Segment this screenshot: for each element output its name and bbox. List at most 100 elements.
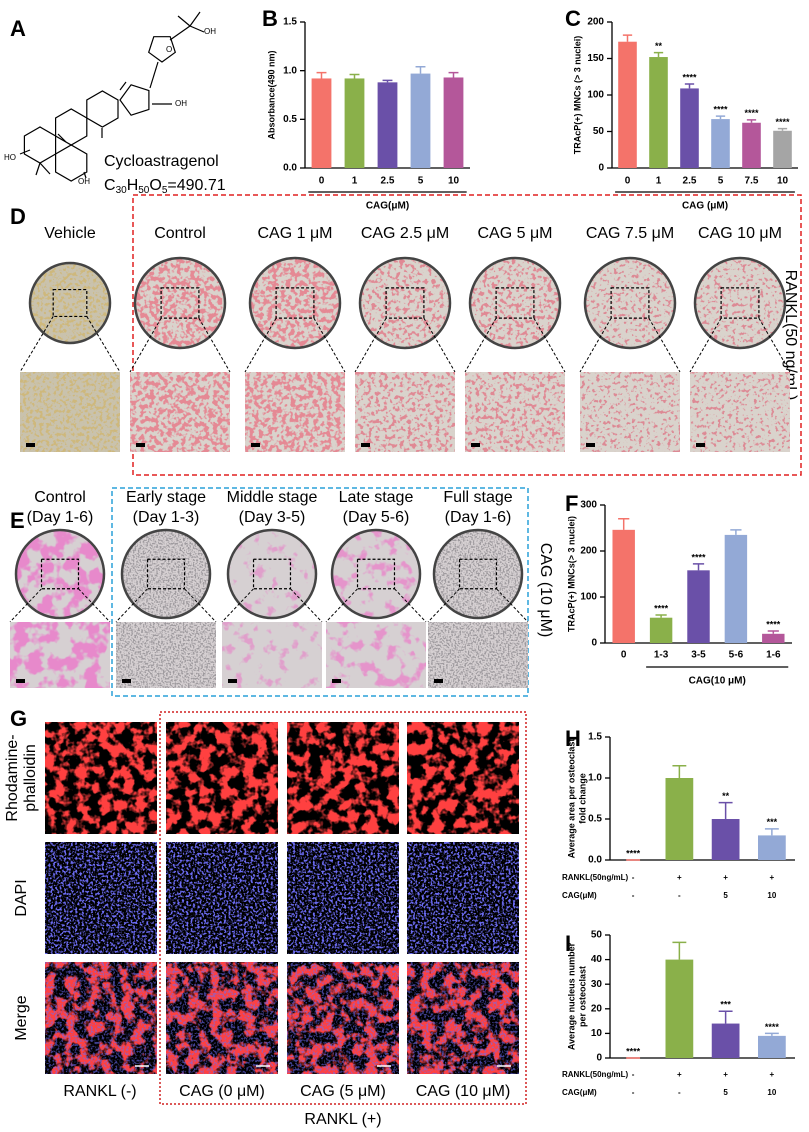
plate-title: Early stage — [126, 489, 206, 506]
plate-title: Control — [154, 225, 206, 242]
zoom-box — [275, 287, 315, 319]
panel-label: A — [10, 16, 26, 41]
scale-bar — [586, 443, 595, 447]
x-tick-label: 2.5 — [683, 176, 697, 187]
plate-rim — [358, 256, 452, 350]
x-tick-label: 5 — [718, 176, 724, 187]
scale-bar — [332, 679, 341, 683]
zoom-line — [464, 317, 497, 373]
bond — [19, 149, 31, 155]
y-axis-label: per osteoclast — [577, 966, 587, 1027]
ring — [86, 90, 119, 128]
bar — [311, 78, 332, 168]
significance: **** — [713, 105, 728, 115]
row-label: RANKL(50ng/mL) — [562, 873, 629, 882]
bar — [711, 819, 740, 860]
row-value: + — [723, 1070, 728, 1079]
bond — [149, 61, 159, 89]
error-bar — [316, 71, 327, 79]
bar — [665, 959, 694, 1058]
plate-texture — [30, 263, 110, 343]
plate-title: (Day 1-6) — [27, 509, 94, 526]
plate-rim — [693, 256, 787, 350]
compound-formula: C30H50O5=490.71 — [104, 177, 226, 195]
bar — [665, 778, 694, 860]
error-bar — [382, 79, 393, 83]
zoom-box — [385, 287, 425, 319]
zoom-line — [313, 317, 346, 373]
x-tick-label: 1 — [352, 176, 358, 187]
plate-rim — [330, 528, 422, 620]
zoom-box — [146, 558, 186, 590]
plate-title: Vehicle — [44, 225, 96, 242]
bar — [762, 633, 785, 643]
row-value: 10 — [767, 1088, 776, 1097]
y-tick-label: 200 — [580, 546, 597, 557]
error-bar — [718, 1010, 733, 1024]
y-axis-label: Absorbance(490 nm) — [266, 50, 276, 139]
ring — [54, 144, 88, 182]
ring — [147, 36, 177, 63]
row-value: + — [723, 873, 728, 882]
bond — [119, 81, 127, 91]
y-tick-label: 100 — [580, 592, 597, 603]
row-label: Rhodamine- — [4, 734, 21, 821]
error-bar — [349, 73, 360, 79]
zoom-box — [610, 287, 650, 319]
significance: **** — [766, 619, 781, 629]
zoom-line — [689, 317, 722, 373]
plate-rim — [432, 528, 524, 620]
structure-label: HO — [4, 153, 16, 162]
row-value: - — [632, 1088, 635, 1097]
red-channel — [407, 722, 519, 834]
plate-texture — [16, 530, 104, 618]
error-bar — [653, 51, 664, 58]
zoom-line — [290, 588, 323, 623]
plate-texture — [135, 258, 225, 348]
significance: **** — [765, 1022, 780, 1032]
bar — [344, 78, 365, 168]
error-bar — [692, 563, 705, 571]
plate-texture — [434, 530, 522, 618]
zoom-box — [356, 558, 396, 590]
frame-d — [132, 194, 802, 476]
micrograph-texture — [428, 622, 528, 688]
error-bar — [655, 614, 667, 618]
zoom-line — [198, 317, 231, 373]
scale-bar — [696, 443, 705, 447]
plate-texture — [470, 258, 560, 348]
y-tick-label: 0 — [596, 1053, 602, 1064]
micrograph-texture — [245, 372, 345, 452]
y-tick-label: 1.0 — [588, 773, 602, 784]
y-tick-label: 300 — [580, 500, 597, 511]
structure-label: O — [166, 45, 172, 54]
blue-channel — [407, 842, 519, 954]
x-axis-label: CAG(μM) — [366, 201, 409, 212]
zoom-line — [184, 588, 217, 623]
blue-channel — [45, 962, 157, 1074]
scale-bar — [251, 443, 260, 447]
compound-name: Cycloastragenol — [104, 153, 219, 170]
significance: ** — [655, 41, 663, 51]
plate-texture — [250, 258, 340, 348]
blue-channel — [287, 962, 399, 1074]
panel-label: C — [565, 6, 581, 31]
plate-title: CAG 5 μM — [477, 225, 552, 242]
error-bar — [764, 828, 779, 836]
y-axis-label: Average area per osteoclast — [566, 739, 576, 859]
frame-g — [159, 711, 527, 1105]
bar — [612, 529, 635, 643]
y-tick-label: 0.0 — [588, 855, 602, 866]
red-channel — [287, 722, 399, 834]
row-label: RANKL(50ng/mL) — [562, 1070, 629, 1079]
micrograph-texture — [326, 622, 426, 688]
plate-texture — [228, 530, 316, 618]
y-tick-label: 50 — [591, 930, 603, 941]
bar — [377, 82, 398, 168]
zoom-line — [579, 317, 612, 373]
significance: **** — [626, 848, 641, 858]
error-bar — [777, 127, 788, 131]
micrograph-texture — [580, 372, 680, 452]
plate-texture — [332, 530, 420, 618]
